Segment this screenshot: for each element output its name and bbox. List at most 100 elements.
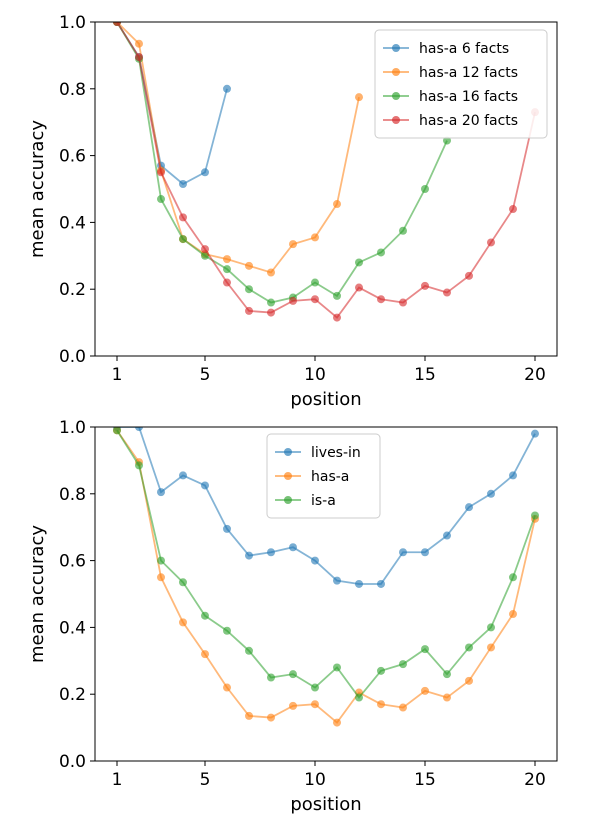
data-point xyxy=(531,429,539,438)
data-point xyxy=(443,136,451,145)
data-point xyxy=(157,573,165,582)
plot-frame xyxy=(94,21,558,357)
data-point xyxy=(267,673,275,682)
data-point xyxy=(201,168,209,177)
data-point xyxy=(465,503,473,512)
data-point xyxy=(355,93,363,102)
x-tick-label: 5 xyxy=(200,770,211,790)
data-point xyxy=(509,471,517,480)
data-point xyxy=(113,22,121,26)
y-tick-label: 0.6 xyxy=(59,552,86,572)
legend-swatch-marker xyxy=(392,68,400,76)
x-tick-label: 20 xyxy=(524,365,546,385)
x-tick-label: 1 xyxy=(112,770,123,790)
legend-item: has-a 12 facts xyxy=(383,65,518,81)
data-point xyxy=(223,265,231,274)
y-tick-label: 0.0 xyxy=(59,347,86,367)
data-point xyxy=(509,610,517,619)
legend-box xyxy=(374,29,548,139)
data-point xyxy=(289,296,297,305)
x-axis-label: position xyxy=(290,794,361,815)
data-point xyxy=(355,283,363,292)
data-point xyxy=(223,626,231,635)
legend-item: has-a 20 facts xyxy=(383,113,518,129)
data-point xyxy=(465,271,473,280)
legend-label: has-a 20 facts xyxy=(419,113,518,129)
legend-box xyxy=(266,433,381,519)
data-point xyxy=(509,573,517,582)
x-tick-label: 20 xyxy=(524,770,546,790)
data-point xyxy=(333,663,341,672)
data-point xyxy=(377,248,385,257)
legend-swatch-marker xyxy=(284,496,292,504)
data-point xyxy=(245,306,253,315)
data-point xyxy=(399,548,407,557)
x-tick-label: 10 xyxy=(304,770,326,790)
data-point xyxy=(179,213,187,222)
series-line xyxy=(116,22,228,186)
data-point xyxy=(113,427,121,435)
data-point xyxy=(333,200,341,209)
series-line xyxy=(116,429,536,724)
series-group xyxy=(113,22,539,322)
series-line xyxy=(116,22,536,319)
data-point xyxy=(245,285,253,294)
data-point xyxy=(135,53,143,62)
legend-item: has-a xyxy=(275,469,349,485)
data-point xyxy=(179,235,187,244)
data-point xyxy=(465,676,473,685)
data-point xyxy=(531,511,539,520)
data-point xyxy=(311,683,319,692)
legend: lives-in has-a is-a xyxy=(266,433,381,519)
data-point xyxy=(179,578,187,587)
data-point xyxy=(377,700,385,709)
x-tick-label: 1 xyxy=(112,365,123,385)
data-point xyxy=(487,643,495,652)
data-point xyxy=(443,531,451,540)
data-point xyxy=(421,185,429,193)
y-axis-label: mean accuracy xyxy=(27,525,48,663)
data-point xyxy=(223,278,231,287)
x-tick-label: 5 xyxy=(200,365,211,385)
data-point xyxy=(311,233,319,242)
y-tick-label: 0.4 xyxy=(59,213,86,233)
data-point xyxy=(399,298,407,307)
data-point xyxy=(223,524,231,533)
y-tick-label: 1.0 xyxy=(59,13,86,33)
data-point xyxy=(267,308,275,317)
data-point xyxy=(377,666,385,675)
data-point xyxy=(245,551,253,560)
data-point xyxy=(289,701,297,710)
data-point xyxy=(443,693,451,702)
data-point xyxy=(355,579,363,588)
data-point xyxy=(311,556,319,565)
data-point xyxy=(377,295,385,304)
legend: has-a 6 facts has-a 12 facts has-a 16 fact… xyxy=(374,29,548,139)
data-point xyxy=(443,670,451,679)
legend-item: has-a 16 facts xyxy=(383,89,518,105)
legend-swatch-marker xyxy=(284,472,292,480)
x-tick-label: 10 xyxy=(304,365,326,385)
data-point xyxy=(399,660,407,669)
y-tick-label: 0.0 xyxy=(59,752,86,772)
data-point xyxy=(223,683,231,692)
data-point xyxy=(201,611,209,620)
data-point xyxy=(355,693,363,702)
data-point xyxy=(333,291,341,300)
data-point xyxy=(135,39,143,48)
data-point xyxy=(179,179,187,188)
data-point xyxy=(355,258,363,267)
data-point xyxy=(465,643,473,652)
legend-swatch-marker xyxy=(392,92,400,100)
legend-label: has-a 16 facts xyxy=(419,89,518,105)
y-tick-label: 0.4 xyxy=(59,618,86,638)
data-point xyxy=(333,313,341,322)
legend-swatch-marker xyxy=(392,44,400,52)
data-point xyxy=(201,245,209,254)
legend-swatch-marker xyxy=(284,448,292,456)
x-axis-label: position xyxy=(290,389,361,410)
data-point xyxy=(157,556,165,565)
data-point xyxy=(179,618,187,627)
data-point xyxy=(289,670,297,679)
data-point xyxy=(267,298,275,307)
